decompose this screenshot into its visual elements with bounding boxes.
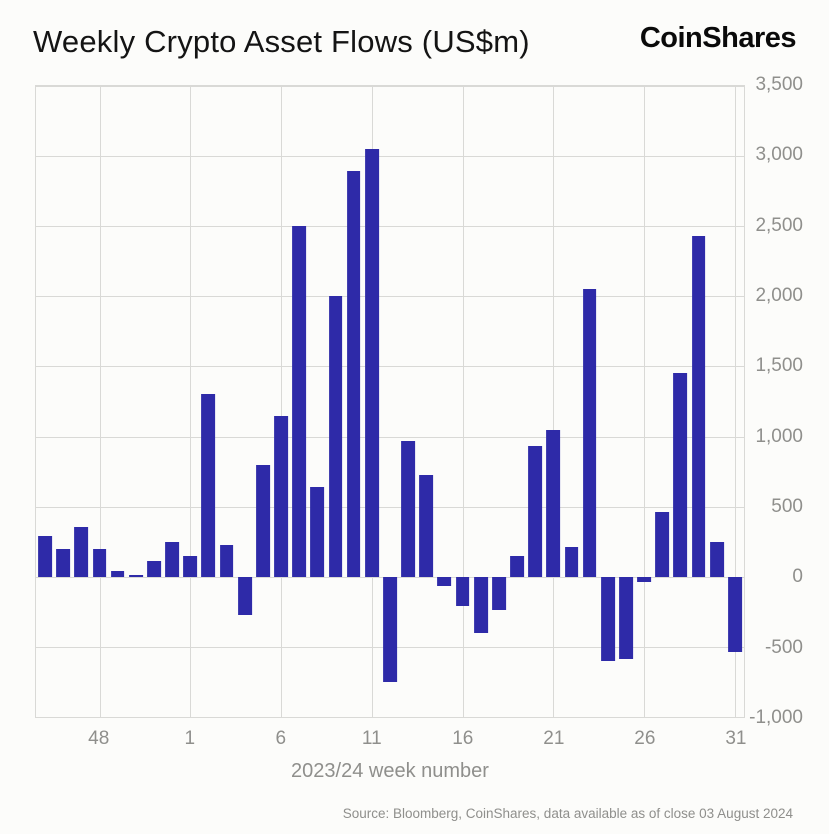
bar-week-22: [564, 547, 579, 577]
bar-week-52: [165, 542, 180, 577]
bar-week-15: [437, 576, 452, 586]
bar-week-11: [364, 149, 379, 577]
h-gridline: [36, 506, 744, 508]
bar-week-49: [110, 571, 125, 577]
bar-week-9: [328, 296, 343, 577]
bar-week-25: [619, 576, 633, 659]
x-tick-label: 31: [725, 728, 747, 749]
x-tick-label: 21: [543, 728, 565, 749]
x-axis-labels: 48 1 6 11 16 21 26 31: [35, 728, 747, 754]
bar-week-46: [56, 549, 71, 577]
v-gridline: [462, 86, 464, 717]
coinshares-logo: CoinShares: [639, 22, 797, 54]
bar-week-16: [455, 576, 470, 606]
bar-week-4: [237, 576, 252, 615]
h-gridline: [36, 436, 744, 438]
bar-week-17: [473, 576, 488, 633]
bar-week-27: [655, 512, 670, 577]
bar-week-3: [219, 544, 234, 577]
bar-week-29: [691, 236, 706, 577]
bar-week-47: [74, 526, 89, 577]
v-gridline: [644, 86, 646, 717]
source-note: Source: Bloomberg, CoinShares, data avai…: [342, 806, 793, 821]
y-tick-label: 0: [792, 566, 803, 588]
h-gridline: [36, 366, 744, 368]
y-tick-label: 2,000: [755, 285, 803, 306]
bar-week-2: [201, 394, 216, 577]
bar-week-10: [346, 170, 361, 577]
y-tick-label: 3,500: [755, 74, 803, 95]
bar-week-1: [183, 555, 198, 577]
y-axis-labels: 3,500 3,000 2,500 2,000 1,500 1,000 500 0 -500 -1…: [749, 74, 803, 728]
bar-week-8: [310, 487, 325, 577]
h-gridline: [36, 226, 744, 228]
bar-week-51: [147, 560, 161, 577]
y-tick-label: -1,000: [749, 707, 803, 728]
v-gridline: [734, 86, 736, 717]
bar-week-24: [600, 576, 615, 661]
bar-week-12: [383, 576, 397, 682]
bar-week-6: [274, 415, 288, 577]
y-tick-label: -500: [764, 636, 803, 658]
x-tick-label: 26: [634, 728, 656, 749]
x-tick-label: 11: [361, 728, 382, 749]
bar-week-28: [673, 373, 688, 577]
bar-week-48: [92, 549, 107, 577]
x-tick-label: 16: [452, 728, 474, 749]
bar-week-31: [728, 576, 742, 653]
x-tick-label: 48: [88, 728, 110, 749]
bar-week-21: [546, 429, 561, 577]
v-gridline: [190, 86, 192, 717]
bar-week-19: [510, 555, 524, 577]
y-tick-label: 1,000: [755, 425, 803, 447]
bar-week-5: [256, 464, 270, 577]
bar-week-7: [292, 226, 307, 577]
page-title: Weekly Crypto Asset Flows (US$m): [33, 24, 530, 59]
h-gridline: [36, 717, 744, 718]
h-gridline: [36, 86, 744, 87]
h-gridline: [36, 296, 744, 298]
bar-week-20: [528, 446, 543, 577]
y-tick-label: 500: [771, 496, 803, 517]
v-gridline: [553, 86, 555, 717]
x-tick-label: 6: [275, 728, 287, 749]
x-axis-title: 2023/24 week number: [291, 760, 489, 782]
v-gridline: [99, 86, 101, 717]
h-gridline: [36, 156, 744, 158]
bar-week-50: [128, 574, 143, 577]
y-tick-label: 3,000: [755, 144, 803, 166]
x-tick-label: 1: [184, 728, 196, 749]
bar-week-13: [401, 441, 416, 577]
bar-week-23: [582, 289, 597, 577]
y-tick-label: 1,500: [755, 355, 803, 377]
bar-week-18: [492, 576, 506, 610]
bar-week-26: [637, 576, 652, 582]
bar-week-30: [709, 541, 724, 577]
y-tick-label: 2,500: [755, 214, 803, 236]
bar-week-14: [419, 475, 434, 577]
plot-area: [35, 85, 745, 718]
bar-week-45: [38, 536, 52, 577]
v-gridline: [281, 86, 283, 717]
